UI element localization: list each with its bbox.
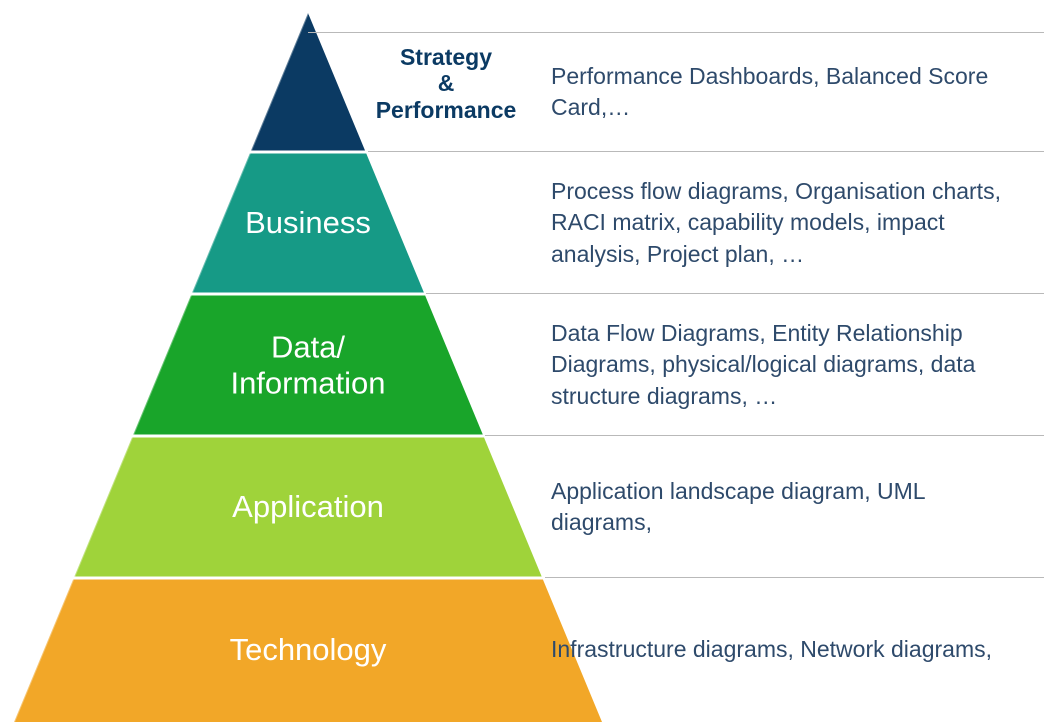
pyramid-diagram: Strategy & Performance Business Data/ In… [0, 0, 1056, 724]
layer-description-data-information: Data Flow Diagrams, Entity Relationship … [551, 294, 1021, 436]
layer-label-technology: Technology [108, 632, 508, 668]
layer-description-application: Application landscape diagram, UML diagr… [551, 436, 1021, 578]
layer-label-application: Application [108, 489, 508, 525]
layer-label-business: Business [108, 205, 508, 241]
layer-label-data-information: Data/ Information [108, 329, 508, 400]
layer-label-strategy-performance: Strategy & Performance [356, 44, 536, 123]
layer-description-business: Process flow diagrams, Organisation char… [551, 152, 1021, 294]
layer-description-technology: Infrastructure diagrams, Network diagram… [551, 578, 1021, 722]
layer-description-strategy-performance: Performance Dashboards, Balanced Score C… [551, 32, 1021, 152]
